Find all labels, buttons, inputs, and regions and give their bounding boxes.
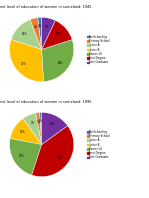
Wedge shape <box>42 17 55 50</box>
Text: 7%: 7% <box>45 25 49 29</box>
Text: 1%: 1% <box>39 119 43 123</box>
Wedge shape <box>11 20 42 50</box>
Wedge shape <box>42 112 68 145</box>
Text: 40%: 40% <box>58 156 63 160</box>
Wedge shape <box>42 40 74 82</box>
Wedge shape <box>30 18 42 50</box>
Wedge shape <box>36 112 42 145</box>
Text: 2%: 2% <box>38 24 42 29</box>
Wedge shape <box>10 139 42 175</box>
Text: 15%: 15% <box>49 122 55 126</box>
Wedge shape <box>10 119 42 145</box>
Text: 13%: 13% <box>56 32 62 36</box>
Text: 2%: 2% <box>37 120 41 124</box>
Text: 12%: 12% <box>19 130 25 134</box>
Text: 31%: 31% <box>21 62 26 66</box>
Text: 7%: 7% <box>30 121 34 125</box>
Legend: No Schooling, Primary School, Junior A, Junior B, Senior LS, First Degree, Post : No Schooling, Primary School, Junior A, … <box>87 35 110 64</box>
Text: 29%: 29% <box>58 61 63 65</box>
Wedge shape <box>42 20 72 50</box>
Wedge shape <box>38 17 42 50</box>
Legend: No Schooling, Primary School, Junior A, Junior B, Senior LS, First Degree, Post : No Schooling, Primary School, Junior A, … <box>87 130 110 159</box>
Text: 4%: 4% <box>34 25 38 29</box>
Wedge shape <box>10 40 44 82</box>
Text: 23%: 23% <box>19 154 25 158</box>
Title: Highest level of education of women in someland: 1945: Highest level of education of women in s… <box>0 5 91 9</box>
Wedge shape <box>40 112 42 145</box>
Wedge shape <box>32 126 74 177</box>
Wedge shape <box>23 113 42 145</box>
Title: Highest level of education of women in someland: 1995: Highest level of education of women in s… <box>0 100 91 104</box>
Text: 14%: 14% <box>22 32 28 36</box>
